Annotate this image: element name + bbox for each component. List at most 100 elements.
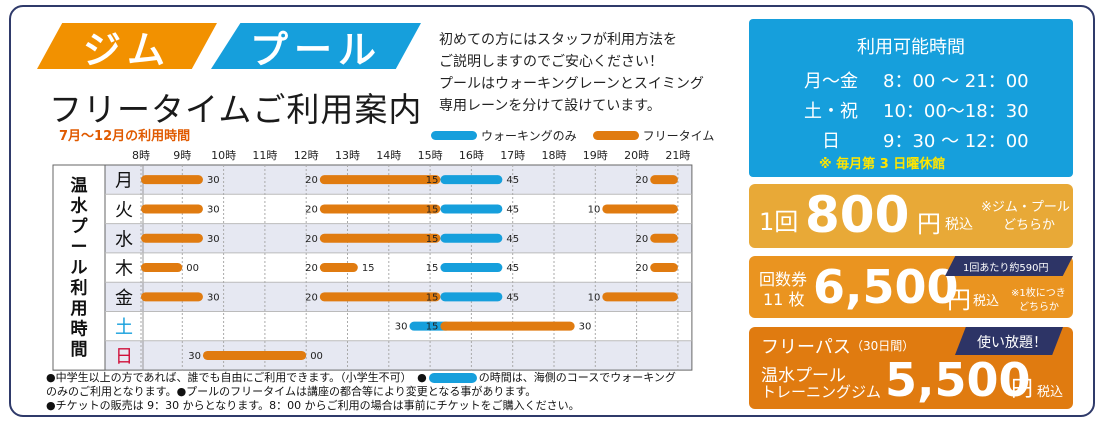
legend: ウォーキングのみ フリータイム [431, 127, 714, 144]
walking-bar [440, 263, 503, 273]
hours-days: 日 [822, 131, 840, 152]
row-background [105, 311, 692, 341]
bar-start-label: 20 [305, 263, 318, 274]
hours-days: 月～金 [804, 71, 858, 92]
bar-start-label: 20 [635, 234, 648, 245]
row-background [105, 252, 692, 283]
day-label: 月 [115, 171, 133, 192]
single-prefix: 1回 [759, 208, 799, 236]
hours-time: 9：30 ～ 12：00 [883, 131, 1029, 152]
bar-start-label: 15 [426, 292, 439, 303]
hours-row: 月～金 8：00 ～ 21：00 [779, 67, 1029, 93]
free-time-bar [319, 263, 358, 273]
bar-start-label: 30 [188, 351, 201, 362]
intro-line: ご説明しますのでご安心ください！ [439, 54, 663, 70]
pool-tag: プール [211, 23, 421, 69]
single-unit: 円 [917, 210, 941, 238]
hour-tick-label: 14時 [376, 149, 401, 162]
walking-bar [440, 204, 503, 214]
gym-tag: ジム [37, 23, 217, 69]
hour-tick-label: 20時 [624, 149, 649, 162]
bar-start-label: 20 [305, 292, 318, 303]
side-label-cell [52, 164, 106, 371]
hour-tick-label: 19時 [583, 149, 608, 162]
bar-end-label: 45 [506, 263, 519, 274]
pass-line-1: 温水プール [761, 366, 846, 386]
free-time-bar [602, 292, 678, 302]
hour-tick-label: 12時 [294, 149, 319, 162]
bar-start-label: 20 [635, 263, 648, 274]
hours-row: 日 9：30 ～ 12：00 [779, 127, 1029, 153]
pass-period: （30日間） [851, 339, 915, 353]
free-time-bar [319, 233, 441, 243]
closed-note: ※ 毎月第 3 日曜休館 [819, 157, 946, 172]
free-pass-box: フリーパス （30日間） 使い放題！ 温水プール トレーニングジム 5,500 … [749, 327, 1073, 409]
bar-start-label: 20 [305, 204, 318, 215]
side-label-char: 時 [71, 319, 88, 340]
bar-end-label: 15 [362, 263, 375, 274]
free-time-bar [141, 233, 203, 243]
coupon-label-2: 11 枚 [763, 290, 805, 309]
hour-tick-label: 16時 [459, 149, 484, 162]
bar-start-label: 30 [395, 322, 408, 333]
single-note-1: ※ジム・プール [981, 200, 1070, 215]
bar-end-label: 30 [207, 204, 220, 215]
free-time-bar [141, 175, 203, 185]
day-label: 日 [115, 346, 133, 367]
intro-line: 初めての方にはスタッフが利用方法を [439, 32, 677, 48]
hour-tick-label: 17時 [500, 149, 525, 162]
page-title: フリータイムご利用案内 [49, 90, 423, 129]
bar-end-label: 45 [506, 234, 519, 245]
coupon-note-1: ※1枚につき [1011, 288, 1066, 299]
day-label: 火 [115, 200, 133, 221]
hours-time: 8：00 ～ 21：00 [883, 71, 1029, 92]
pass-label: フリーパス [761, 337, 851, 358]
bar-end-label: 45 [506, 175, 519, 186]
coupon-tax: 税込 [973, 294, 1000, 309]
bar-end-label: 30 [207, 234, 220, 245]
bar-start-label: 15 [426, 175, 439, 186]
hour-tick-label: 11時 [252, 149, 277, 162]
bar-end-label: 30 [207, 292, 220, 303]
hour-tick-label: 21時 [665, 149, 690, 162]
hour-tick-label: 10時 [211, 149, 236, 162]
bar-start-label: 20 [305, 234, 318, 245]
coupon-per: 1回あたり約590円 [963, 263, 1049, 274]
legend-free: フリータイム [642, 129, 715, 143]
day-label: 土 [115, 317, 133, 338]
coupon-note-2: どちらか [1019, 302, 1059, 313]
free-time-bar [319, 204, 441, 214]
hour-tick-label: 13時 [335, 149, 360, 162]
free-time-bar [141, 292, 203, 302]
bar-start-label: 15 [426, 204, 439, 215]
hours-title: 利用可能時間 [857, 37, 965, 58]
bar-end-label: 30 [207, 175, 220, 186]
pass-badge-flag: 使い放題！ [955, 327, 1063, 355]
free-time-bar [602, 204, 678, 214]
bar-end-label: 45 [506, 292, 519, 303]
intro-text: 初めての方にはスタッフが利用方法を ご説明しますのでご安心ください！ プールはウ… [439, 29, 704, 117]
bar-start-label: 10 [588, 204, 601, 215]
bar-start-label: 15 [426, 322, 439, 333]
bar-start-label: 10 [588, 292, 601, 303]
hours-box: 利用可能時間 月～金 8：00 ～ 21：00 土・祝 10：00～18：30 日 9… [749, 19, 1073, 177]
side-label-char: ー [71, 238, 88, 258]
intro-line: プールはウォーキングレーンとスイミング [439, 76, 704, 92]
bar-start-label: 15 [426, 263, 439, 274]
side-label-char: 温 [71, 176, 88, 196]
walking-bar [440, 292, 503, 302]
side-label-char: ル [71, 258, 88, 278]
walking-bar [409, 321, 451, 331]
note-2: のみのご利用となります。●プールのフリータイムは講座の都合等により変更となる事が… [46, 385, 537, 398]
free-time-bar [202, 350, 307, 360]
hour-tick-label: 8時 [132, 149, 150, 162]
coupon-label-1: 回数券 [759, 270, 808, 289]
coupon-price-box: 回数券 11 枚 6,500 円 税込 1回あたり約590円 ※1枚につき どち… [749, 256, 1073, 318]
coupon-unit: 円 [947, 286, 971, 314]
flyer-frame: ジム プール フリータイムご利用案内 7月～12月の利用時間 初めての方にはスタ… [9, 5, 1095, 417]
coupon-amount: 6,500 [813, 260, 959, 314]
hour-tick-label: 9時 [173, 149, 191, 162]
side-label-char: 間 [71, 340, 88, 360]
single-note-2: どちらか [1003, 218, 1056, 233]
pass-unit: 円 [1011, 377, 1034, 402]
